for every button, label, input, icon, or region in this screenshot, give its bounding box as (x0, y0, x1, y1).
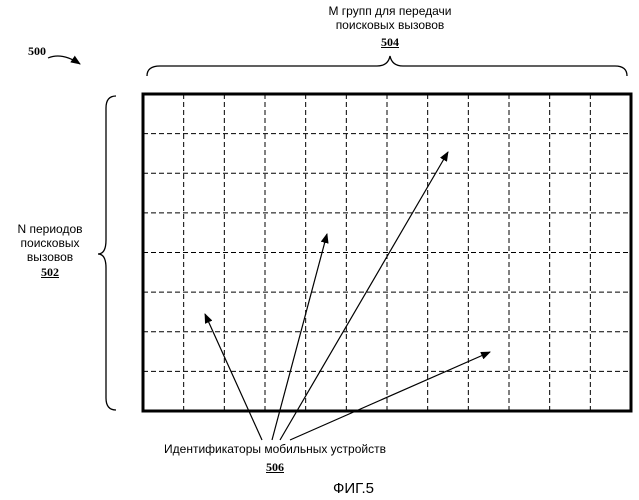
grid (143, 94, 631, 411)
arrow-2 (272, 234, 327, 440)
figure-number: 500 (22, 44, 52, 58)
figure-pointer-arrow (48, 56, 80, 64)
left-label-line3: вызовов (6, 250, 94, 264)
left-label-ref: 502 (6, 265, 94, 279)
arrow-4 (290, 352, 490, 440)
arrow-1 (205, 314, 262, 440)
left-label: N периодов поисковых вызовов 502 (6, 222, 94, 279)
left-label-line2: поисковых (6, 236, 94, 250)
top-label-line2: поисковых вызовов (300, 18, 480, 32)
left-brace (98, 96, 116, 410)
top-brace (147, 56, 627, 76)
top-label-line1: M групп для передачи (300, 4, 480, 18)
top-label-ref: 504 (300, 35, 480, 49)
top-label: M групп для передачи поисковых вызовов 5… (300, 4, 480, 49)
bottom-label: Идентификаторы мобильных устройств 506 (130, 442, 420, 474)
figure-caption: ФИГ.5 (333, 480, 393, 497)
left-label-line1: N периодов (6, 222, 94, 236)
bottom-label-text: Идентификаторы мобильных устройств (130, 442, 420, 456)
bottom-label-ref: 506 (130, 460, 420, 474)
id-arrows (205, 152, 490, 440)
